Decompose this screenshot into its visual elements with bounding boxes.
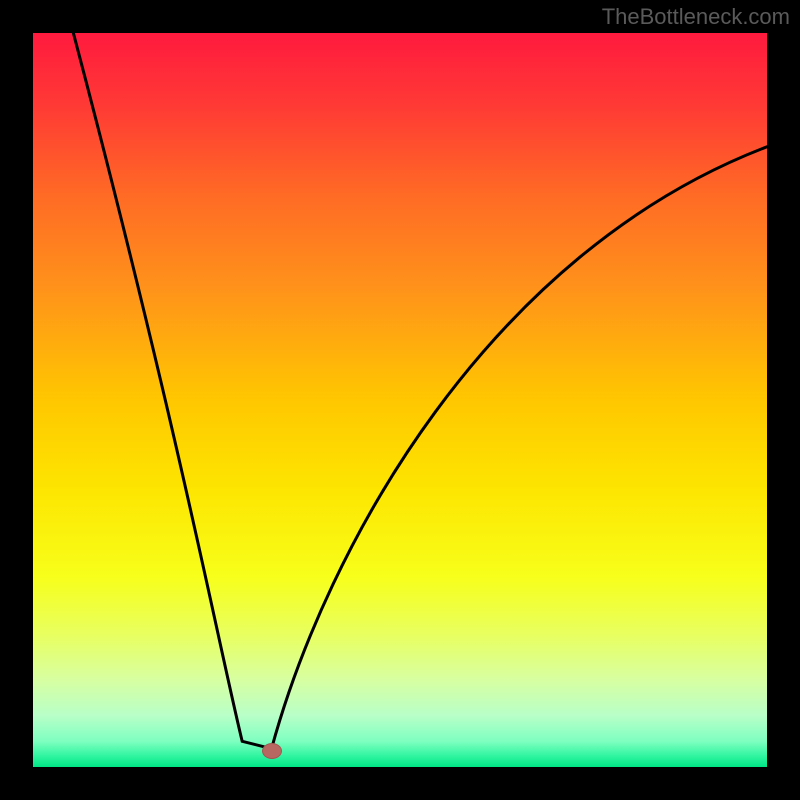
plot-area xyxy=(33,33,767,767)
gradient-background xyxy=(33,33,767,767)
optimal-point-marker xyxy=(262,743,282,759)
chart-container: TheBottleneck.com xyxy=(0,0,800,800)
watermark-text: TheBottleneck.com xyxy=(602,4,790,30)
